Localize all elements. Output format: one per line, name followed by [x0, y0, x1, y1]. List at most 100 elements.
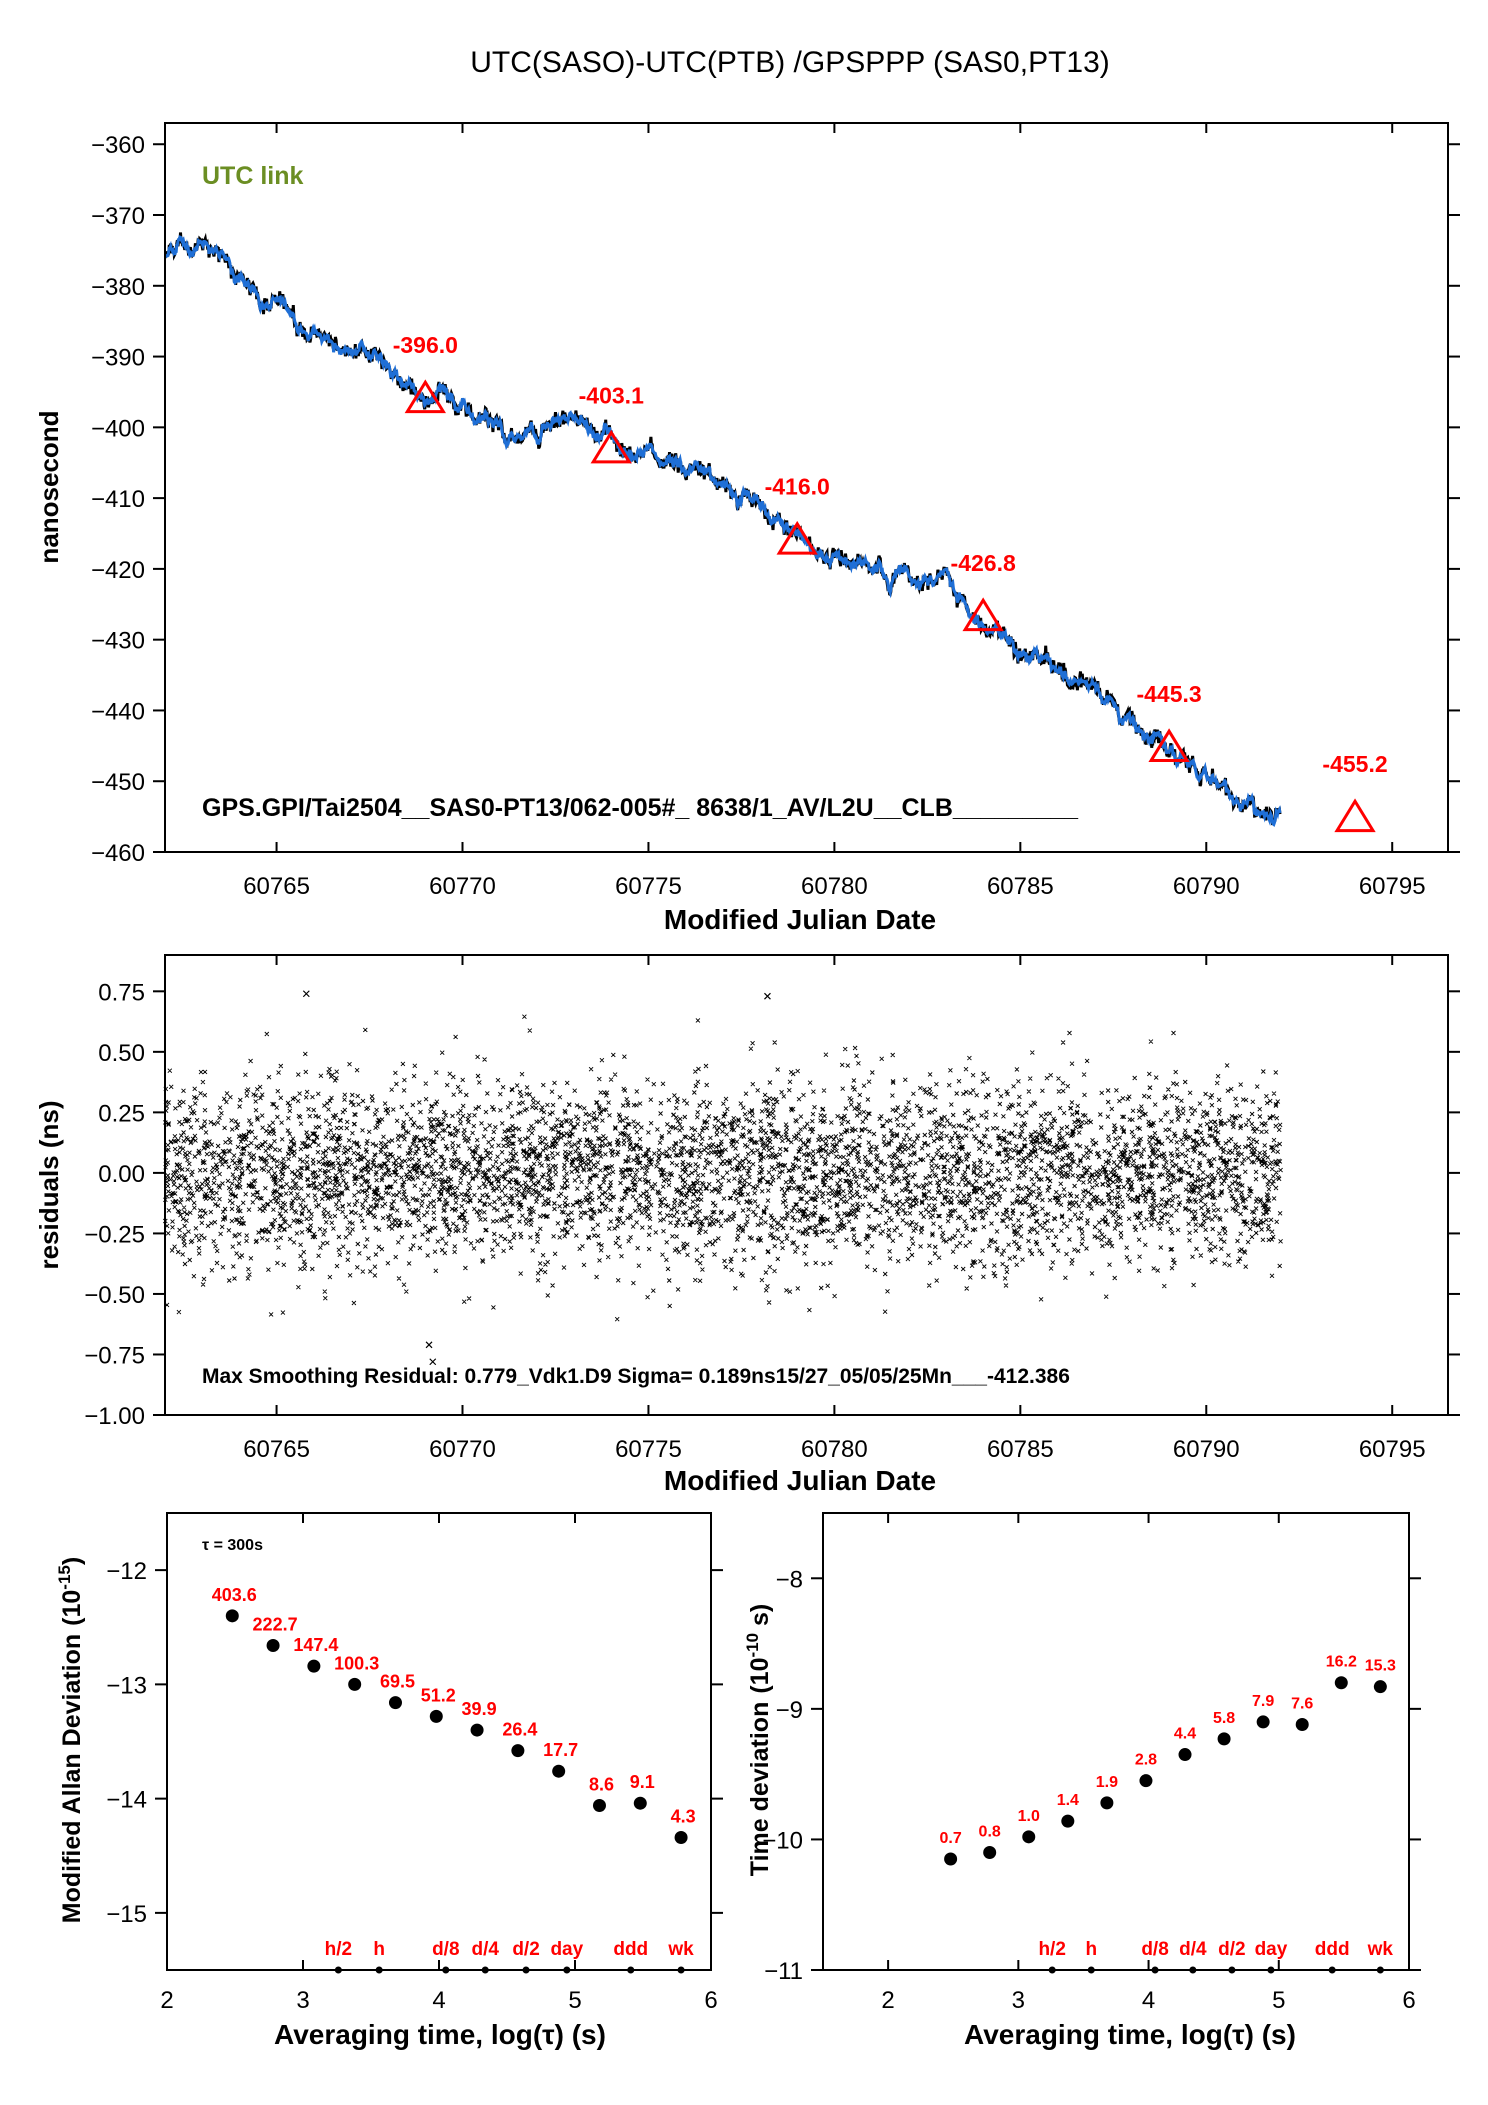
- data-point: [1295, 1718, 1309, 1732]
- residual-extreme-point: [764, 992, 771, 1000]
- y-tick-label: 0.00: [98, 1161, 145, 1188]
- y-tick-label: −420: [91, 557, 145, 584]
- y-tick-label: −400: [91, 415, 145, 442]
- timeseries-frame: [164, 122, 1449, 853]
- timeseries-xlabel: Modified Julian Date: [664, 904, 936, 935]
- x-tick-label: 5: [568, 1987, 581, 2014]
- residuals-footer: Max Smoothing Residual: 0.779_Vdk1.D9 Si…: [202, 1365, 1070, 1388]
- y-tick-label: −370: [91, 203, 145, 230]
- panel-timeseries: -396.0 -403.1 -416.0 -426.8 -445.3 -455.2 607…: [34, 122, 1460, 935]
- mdev-ylabel-exponent: -15: [55, 1565, 74, 1590]
- y-tick-label: 0.50: [98, 1040, 145, 1067]
- data-point: [552, 1764, 566, 1778]
- x-tick-label: 3: [296, 1987, 309, 2014]
- y-tick-label: −390: [91, 345, 145, 372]
- x-tick-label: 60790: [1173, 873, 1240, 900]
- data-point: [944, 1852, 958, 1866]
- tdev-ylabel-open: (10: [746, 1658, 774, 1694]
- data-point: [1022, 1830, 1036, 1844]
- x-tick-label: 60795: [1359, 873, 1426, 900]
- data-point: [592, 1798, 606, 1812]
- y-tick-label: −0.75: [84, 1342, 145, 1369]
- y-tick-label: −460: [91, 840, 145, 867]
- data-point-label: 16.2: [1326, 1654, 1357, 1671]
- time-mark-label: day: [1255, 1939, 1288, 1960]
- mdev-ylabel-text: Modified Allan Deviation: [58, 1634, 86, 1923]
- time-mark-label: h/2: [1038, 1939, 1065, 1960]
- y-tick-label: −11: [764, 1958, 803, 1985]
- data-point-label: 147.4: [293, 1635, 338, 1655]
- data-point-label: 2.8: [1135, 1752, 1157, 1769]
- residual-extreme-point: [425, 1341, 433, 1349]
- y-tick-label: −440: [91, 698, 145, 725]
- data-point-label: 403.6: [212, 1585, 257, 1605]
- data-point: [225, 1609, 239, 1623]
- x-tick-label: 4: [432, 1987, 445, 2014]
- timeseries-axes: 60765 60770 60775 60780 60785 60790 60795 −460 −…: [91, 123, 1460, 900]
- timeseries-link-label: UTC link: [202, 162, 303, 190]
- mdev-ylabel-close: ): [58, 1557, 86, 1565]
- data-point-label: 100.3: [334, 1653, 379, 1673]
- data-point: [511, 1744, 525, 1758]
- x-tick-label: 4: [1142, 1987, 1155, 2014]
- residuals-plot-area: [162, 990, 1283, 1366]
- residual-extreme-point: [302, 990, 310, 998]
- mdev-tau-note: τ = 300s: [202, 1537, 263, 1554]
- time-mark-label: h: [373, 1939, 385, 1960]
- data-point: [307, 1659, 321, 1673]
- data-point: [1178, 1748, 1192, 1762]
- data-point: [1100, 1796, 1114, 1810]
- data-point-label: 4.4: [1174, 1726, 1196, 1743]
- y-tick-label: −430: [91, 628, 145, 655]
- x-tick-label: 60770: [429, 1436, 496, 1463]
- y-tick-label: −360: [91, 132, 145, 159]
- data-point-label: 1.0: [1018, 1808, 1040, 1825]
- data-point: [674, 1830, 688, 1844]
- time-mark-label: wk: [1367, 1939, 1394, 1960]
- data-point-label: 222.7: [253, 1615, 298, 1635]
- data-point-label: 51.2: [421, 1685, 456, 1705]
- data-point: [348, 1677, 362, 1691]
- data-point-label: 69.5: [380, 1672, 415, 1692]
- y-tick-label: −13: [106, 1672, 147, 1699]
- x-tick-label: 5: [1272, 1987, 1285, 2014]
- residuals-frame: [164, 954, 1449, 1416]
- time-mark-label: ddd: [1315, 1939, 1350, 1960]
- data-point-label: 1.4: [1057, 1792, 1079, 1809]
- data-point: [983, 1845, 997, 1859]
- annotation-label: -403.1: [579, 382, 644, 408]
- x-tick-label: 60775: [615, 1436, 682, 1463]
- annotation-label: -445.3: [1136, 681, 1201, 707]
- data-point: [388, 1696, 402, 1710]
- timeseries-ylabel: nanosecond: [34, 410, 64, 563]
- x-tick-label: 6: [1402, 1987, 1415, 2014]
- annotation-triangle: [1334, 798, 1376, 833]
- y-tick-label: −9: [776, 1697, 803, 1724]
- residuals-axes: 60765 60770 60775 60780 60785 60790 60795 −1.00…: [84, 955, 1460, 1463]
- annotation-label: -416.0: [765, 474, 830, 500]
- y-tick-label: −15: [106, 1901, 147, 1928]
- data-point-label: 0.8: [979, 1823, 1001, 1840]
- y-tick-label: 0.75: [98, 979, 145, 1006]
- time-mark-label: d/4: [1179, 1939, 1207, 1960]
- annotation-triangle: [776, 520, 818, 555]
- timeseries-footer: GPS.GPI/Tai2504__SAS0-PT13/062-005#_ 863…: [202, 794, 1079, 822]
- x-tick-label: 60765: [243, 873, 310, 900]
- tdev-ylabel-text: Time deviation: [746, 1702, 774, 1877]
- mdev-frame: [166, 1512, 712, 1971]
- mdev-xlabel: Averaging time, log(τ) (s): [274, 2019, 606, 2050]
- y-tick-label: −14: [106, 1787, 147, 1814]
- mdev-axes: 2 3 4 5 6 −15 −14 −13 −12: [106, 1513, 723, 2014]
- x-tick-label: 60795: [1359, 1436, 1426, 1463]
- residual-points: [162, 1014, 1283, 1322]
- data-point: [1061, 1814, 1075, 1828]
- x-tick-label: 60790: [1173, 1436, 1240, 1463]
- annotation-triangle: [1148, 728, 1190, 763]
- data-point-label: 9.1: [630, 1772, 655, 1792]
- annotation-label: -396.0: [393, 332, 458, 358]
- x-tick-label: 2: [881, 1987, 894, 2014]
- y-tick-label: −10: [762, 1827, 803, 1854]
- y-tick-label: −380: [91, 274, 145, 301]
- fit-line: [164, 235, 1282, 828]
